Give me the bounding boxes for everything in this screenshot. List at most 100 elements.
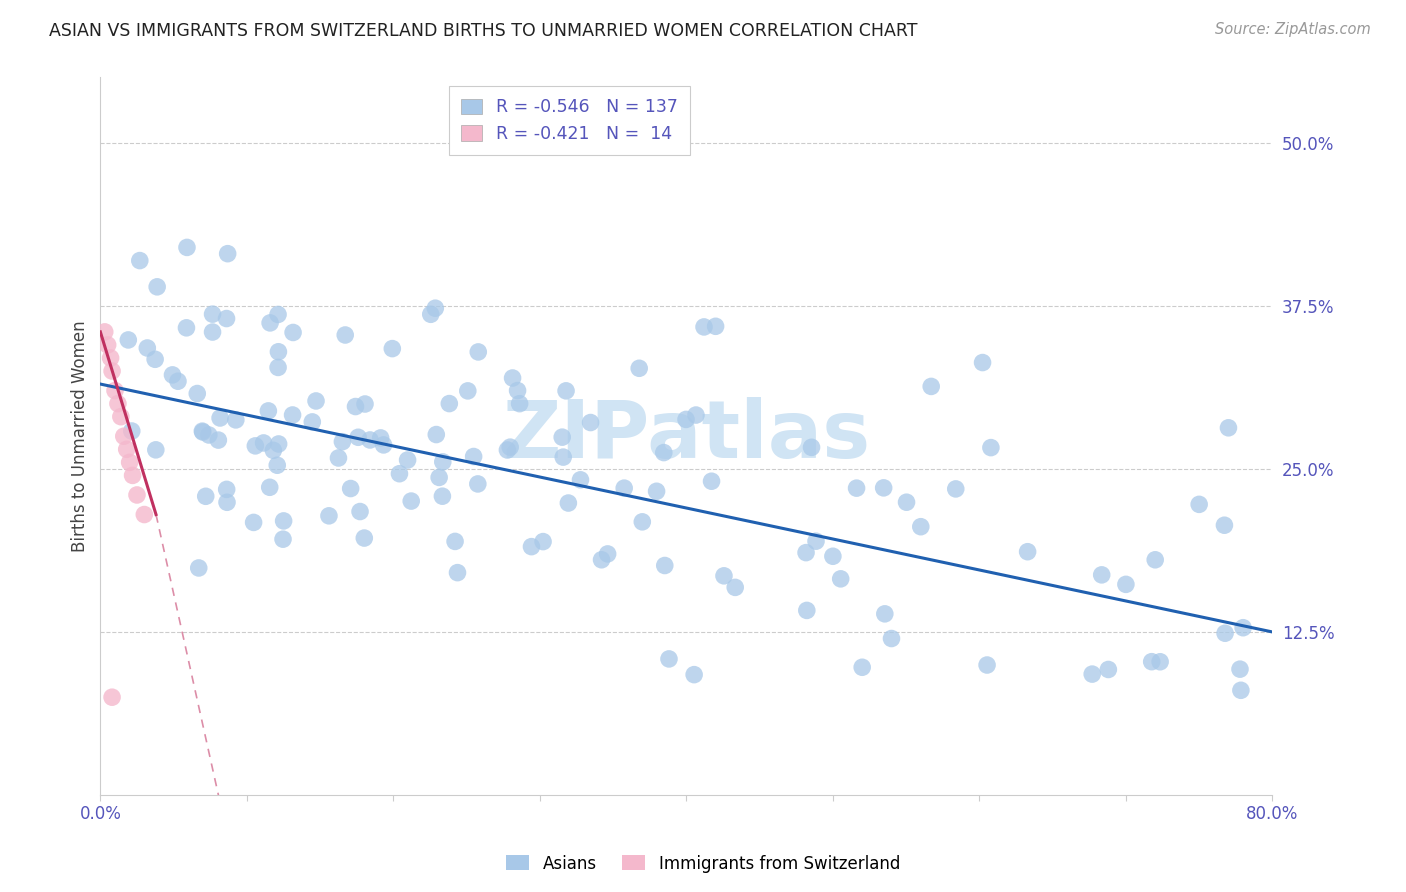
Point bbox=[693, 320, 716, 334]
Point bbox=[502, 371, 524, 385]
Point bbox=[531, 534, 554, 549]
Point bbox=[201, 307, 224, 321]
Point bbox=[1213, 626, 1236, 640]
Point bbox=[851, 660, 873, 674]
Point bbox=[980, 441, 1002, 455]
Point bbox=[136, 341, 159, 355]
Point bbox=[143, 352, 166, 367]
Point bbox=[101, 690, 124, 705]
Point bbox=[551, 430, 574, 444]
Point bbox=[225, 413, 247, 427]
Point bbox=[215, 311, 238, 326]
Point bbox=[318, 508, 340, 523]
Point bbox=[432, 455, 454, 469]
Point bbox=[976, 658, 998, 673]
Point bbox=[215, 495, 238, 509]
Point bbox=[176, 240, 198, 254]
Point bbox=[266, 458, 288, 473]
Point bbox=[100, 351, 122, 365]
Point bbox=[628, 361, 651, 376]
Point bbox=[873, 607, 896, 621]
Point bbox=[520, 540, 543, 554]
Point bbox=[557, 496, 579, 510]
Point bbox=[652, 445, 675, 459]
Point bbox=[273, 514, 295, 528]
Point bbox=[446, 566, 468, 580]
Point bbox=[162, 368, 184, 382]
Point bbox=[121, 424, 143, 438]
Point bbox=[704, 319, 727, 334]
Point bbox=[115, 442, 138, 457]
Point bbox=[425, 427, 447, 442]
Text: ASIAN VS IMMIGRANTS FROM SWITZERLAND BIRTHS TO UNMARRIED WOMEN CORRELATION CHART: ASIAN VS IMMIGRANTS FROM SWITZERLAND BIR… bbox=[49, 22, 918, 40]
Point bbox=[700, 474, 723, 488]
Point bbox=[796, 603, 818, 617]
Point bbox=[121, 468, 143, 483]
Point bbox=[281, 326, 304, 340]
Point bbox=[271, 532, 294, 546]
Point bbox=[207, 433, 229, 447]
Point bbox=[579, 416, 602, 430]
Point bbox=[631, 515, 654, 529]
Point bbox=[353, 531, 375, 545]
Point bbox=[187, 561, 209, 575]
Point bbox=[396, 453, 419, 467]
Point bbox=[335, 328, 357, 343]
Point bbox=[194, 489, 217, 503]
Point bbox=[128, 253, 150, 268]
Point bbox=[463, 450, 485, 464]
Point bbox=[457, 384, 479, 398]
Point bbox=[496, 442, 519, 457]
Point bbox=[176, 321, 198, 335]
Point bbox=[821, 549, 844, 564]
Point bbox=[125, 488, 148, 502]
Point bbox=[349, 504, 371, 518]
Point bbox=[93, 325, 115, 339]
Point bbox=[301, 415, 323, 429]
Point bbox=[553, 450, 575, 464]
Point bbox=[596, 547, 619, 561]
Point bbox=[305, 394, 328, 409]
Point bbox=[252, 436, 274, 450]
Point bbox=[328, 450, 350, 465]
Point bbox=[332, 434, 354, 449]
Point bbox=[259, 316, 281, 330]
Point bbox=[381, 342, 404, 356]
Point bbox=[191, 424, 214, 438]
Point bbox=[658, 652, 681, 666]
Point bbox=[569, 473, 592, 487]
Point bbox=[1144, 553, 1167, 567]
Point bbox=[920, 379, 942, 393]
Point bbox=[339, 482, 361, 496]
Point bbox=[910, 519, 932, 533]
Point bbox=[499, 440, 522, 454]
Point bbox=[1149, 655, 1171, 669]
Legend: R = -0.546   N = 137, R = -0.421   N =  14: R = -0.546 N = 137, R = -0.421 N = 14 bbox=[449, 87, 689, 155]
Y-axis label: Births to Unmarried Women: Births to Unmarried Women bbox=[72, 320, 89, 552]
Point bbox=[1091, 567, 1114, 582]
Point bbox=[198, 428, 221, 442]
Point bbox=[1213, 518, 1236, 533]
Point bbox=[399, 494, 422, 508]
Point bbox=[1218, 421, 1240, 435]
Point bbox=[713, 569, 735, 583]
Point bbox=[419, 307, 441, 321]
Point bbox=[1188, 497, 1211, 511]
Point bbox=[685, 408, 707, 422]
Point bbox=[388, 467, 411, 481]
Point bbox=[467, 345, 489, 359]
Point bbox=[1140, 655, 1163, 669]
Point bbox=[186, 386, 208, 401]
Point bbox=[1115, 577, 1137, 591]
Point bbox=[215, 483, 238, 497]
Point bbox=[794, 546, 817, 560]
Point bbox=[425, 301, 447, 316]
Point bbox=[1232, 621, 1254, 635]
Point bbox=[118, 455, 141, 469]
Point bbox=[804, 534, 827, 549]
Point bbox=[439, 396, 461, 410]
Point bbox=[107, 397, 129, 411]
Point bbox=[373, 438, 395, 452]
Point bbox=[245, 439, 267, 453]
Point bbox=[146, 280, 169, 294]
